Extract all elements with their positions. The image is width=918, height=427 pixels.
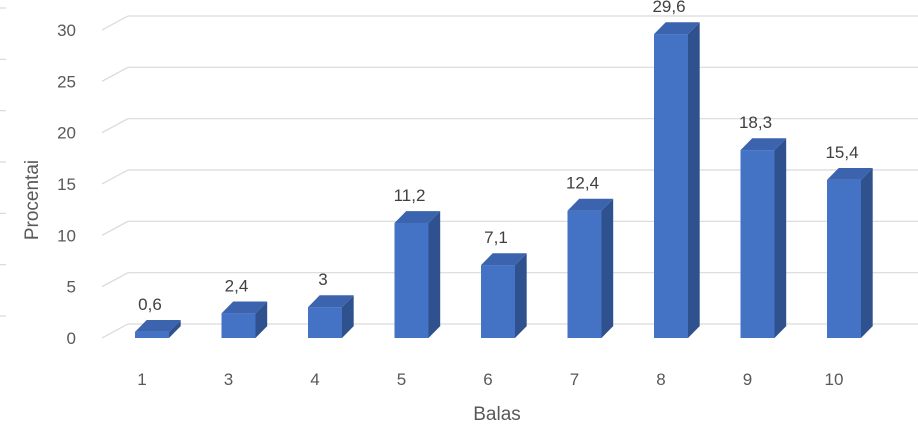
data-label: 15,4 bbox=[825, 143, 858, 162]
bar-top bbox=[221, 301, 268, 314]
bar-top bbox=[135, 319, 181, 332]
bar bbox=[394, 211, 441, 338]
data-label: 0,6 bbox=[138, 295, 162, 314]
bar-side bbox=[169, 319, 181, 338]
floor-grid bbox=[0, 7, 129, 339]
bar-front bbox=[308, 307, 342, 338]
y-tick-label: 20 bbox=[57, 124, 76, 143]
gridline-side bbox=[101, 169, 129, 185]
y-tick-label: 0 bbox=[67, 329, 76, 348]
x-axis-ticks: 1 3 4 5 6 7 8 9 10 bbox=[137, 370, 843, 389]
y-tick-label: 30 bbox=[57, 21, 76, 40]
data-label: 12,4 bbox=[566, 174, 599, 193]
x-tick-label: 5 bbox=[397, 370, 406, 389]
bar bbox=[308, 295, 354, 338]
y-tick-label: 25 bbox=[57, 72, 76, 91]
bar-top bbox=[827, 167, 873, 180]
bar-side bbox=[688, 22, 700, 339]
bars bbox=[135, 22, 873, 339]
bar-top bbox=[740, 138, 787, 151]
bar bbox=[567, 198, 614, 338]
data-label: 11,2 bbox=[394, 186, 426, 205]
y-axis-ticks: 0 5 10 15 20 25 30 bbox=[57, 21, 76, 348]
x-tick-label: 8 bbox=[656, 370, 665, 389]
data-labels: 0,6 2,4 3 11,2 7,1 12,4 29,6 18,3 15,4 bbox=[138, 0, 858, 314]
bar-side bbox=[255, 301, 268, 338]
data-label: 18,3 bbox=[739, 113, 772, 132]
x-tick-label: 4 bbox=[310, 370, 319, 389]
bar-front bbox=[481, 265, 515, 338]
bar-side bbox=[861, 167, 873, 338]
bar-side bbox=[515, 253, 527, 338]
x-tick-label: 3 bbox=[224, 370, 233, 389]
x-tick-label: 1 bbox=[137, 370, 146, 389]
x-tick-label: 6 bbox=[483, 370, 492, 389]
bar-front bbox=[740, 150, 775, 338]
y-tick-label: 10 bbox=[57, 226, 76, 245]
bar-top bbox=[481, 253, 527, 266]
bar-front bbox=[394, 223, 429, 338]
y-tick-label: 15 bbox=[57, 175, 76, 194]
bar bbox=[481, 253, 527, 338]
x-tick-label: 10 bbox=[825, 370, 844, 389]
bar-side bbox=[774, 138, 787, 338]
gridline-side bbox=[101, 118, 129, 134]
bar-side bbox=[342, 295, 354, 338]
bar-top bbox=[567, 198, 614, 211]
data-label: 7,1 bbox=[484, 228, 508, 247]
bar-top bbox=[394, 211, 441, 224]
x-tick-label: 9 bbox=[743, 370, 752, 389]
bar bbox=[135, 319, 181, 338]
y-tick-label: 5 bbox=[67, 278, 76, 297]
bar-front bbox=[654, 34, 688, 339]
bar-front bbox=[135, 331, 169, 338]
gridline-side bbox=[101, 272, 129, 288]
bar bbox=[654, 22, 700, 339]
gridline-side bbox=[101, 323, 129, 339]
bar bbox=[740, 138, 787, 338]
data-label: 3 bbox=[318, 270, 327, 289]
x-tick-label: 7 bbox=[570, 370, 579, 389]
bar-side bbox=[428, 211, 441, 338]
bar-side bbox=[601, 198, 614, 338]
bar-top bbox=[654, 22, 700, 35]
bar-front bbox=[827, 179, 861, 338]
bar bbox=[221, 301, 268, 338]
bar-top bbox=[308, 295, 354, 308]
bar-front bbox=[567, 210, 602, 338]
data-label: 29,6 bbox=[652, 0, 685, 16]
y-axis-title: Procentai bbox=[22, 160, 43, 240]
gridline-side bbox=[101, 66, 129, 82]
gridline-side bbox=[101, 15, 129, 31]
gridline-side bbox=[101, 220, 129, 236]
bar-front bbox=[221, 313, 256, 338]
bar bbox=[827, 167, 873, 338]
x-axis-title: Balas bbox=[473, 404, 521, 425]
data-label: 2,4 bbox=[225, 276, 249, 295]
